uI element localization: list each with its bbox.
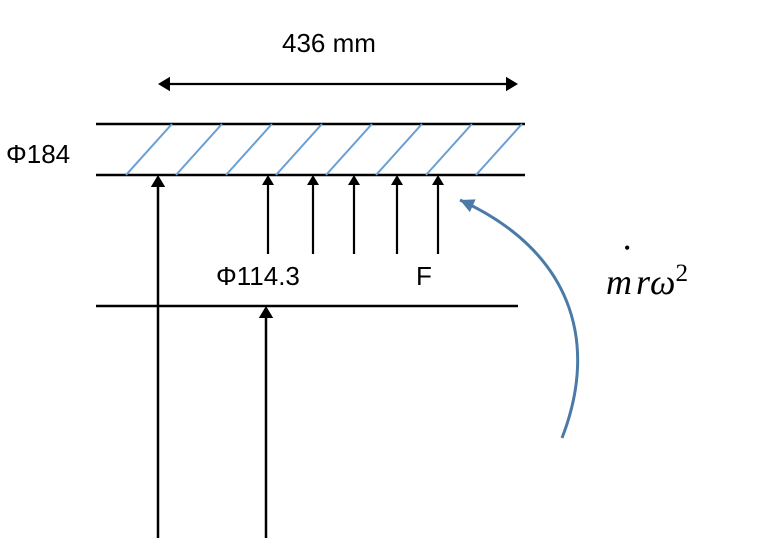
force-arrows: [262, 175, 444, 254]
outer-pipe: [96, 124, 525, 175]
outer-diameter-label: Φ184: [6, 139, 70, 170]
dimension-line: [158, 77, 518, 91]
diagram-container: 436 mm Φ184 Φ114.3 F • mrω2: [0, 0, 773, 538]
formula-omega: ω: [650, 262, 675, 302]
formula-exp: 2: [675, 260, 688, 287]
force-label: F: [416, 261, 432, 292]
curve-annotation: [460, 199, 578, 438]
inner-diameter-label: Φ114.3: [216, 261, 300, 292]
top-dimension-label: 436 mm: [282, 28, 376, 59]
formula-r: r: [636, 262, 650, 302]
formula-dot: •: [624, 238, 630, 259]
formula-centrifugal: • mrω2: [606, 260, 688, 303]
vertical-shafts: [151, 175, 273, 538]
formula-m: m: [606, 262, 632, 302]
